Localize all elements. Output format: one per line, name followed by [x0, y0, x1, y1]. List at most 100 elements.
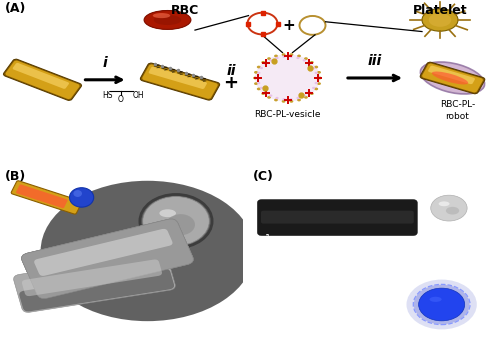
- Circle shape: [418, 288, 465, 321]
- Circle shape: [267, 96, 271, 99]
- Circle shape: [312, 67, 315, 69]
- Circle shape: [310, 61, 314, 64]
- Circle shape: [255, 54, 320, 101]
- Text: RBC: RBC: [171, 4, 199, 17]
- Text: RBC-PL-
robot: RBC-PL- robot: [440, 100, 475, 120]
- Circle shape: [262, 61, 265, 64]
- Circle shape: [314, 87, 318, 90]
- FancyBboxPatch shape: [6, 60, 80, 99]
- Circle shape: [267, 57, 271, 60]
- Circle shape: [258, 72, 260, 74]
- Circle shape: [260, 67, 263, 69]
- FancyBboxPatch shape: [142, 64, 218, 99]
- Circle shape: [282, 55, 286, 58]
- Circle shape: [318, 77, 322, 79]
- FancyBboxPatch shape: [148, 67, 207, 89]
- FancyBboxPatch shape: [261, 211, 414, 224]
- FancyBboxPatch shape: [19, 269, 174, 311]
- Ellipse shape: [430, 297, 442, 302]
- Circle shape: [314, 72, 318, 74]
- Text: 1 μm: 1 μm: [264, 234, 289, 244]
- FancyBboxPatch shape: [428, 66, 475, 84]
- Circle shape: [70, 188, 94, 207]
- Circle shape: [262, 92, 265, 95]
- FancyBboxPatch shape: [22, 219, 194, 299]
- Circle shape: [282, 100, 286, 103]
- Circle shape: [253, 77, 257, 79]
- Circle shape: [430, 195, 467, 221]
- Circle shape: [254, 82, 258, 85]
- Circle shape: [257, 66, 260, 68]
- Text: +: +: [282, 18, 296, 33]
- Text: Platelet: Platelet: [412, 4, 468, 17]
- Text: +: +: [224, 74, 238, 92]
- Ellipse shape: [166, 214, 195, 235]
- Ellipse shape: [429, 13, 452, 27]
- Circle shape: [290, 100, 294, 103]
- Text: OH: OH: [132, 91, 144, 100]
- FancyBboxPatch shape: [34, 229, 172, 276]
- Circle shape: [304, 96, 308, 99]
- Ellipse shape: [423, 64, 482, 92]
- Circle shape: [257, 87, 260, 90]
- Circle shape: [282, 53, 286, 56]
- Ellipse shape: [40, 181, 254, 321]
- Circle shape: [254, 71, 258, 74]
- Circle shape: [414, 285, 470, 324]
- Ellipse shape: [154, 15, 181, 25]
- Ellipse shape: [145, 11, 190, 29]
- Ellipse shape: [420, 62, 484, 94]
- Text: (A): (A): [5, 2, 26, 15]
- Ellipse shape: [160, 209, 176, 217]
- Ellipse shape: [144, 11, 191, 29]
- FancyBboxPatch shape: [16, 184, 68, 208]
- Circle shape: [302, 94, 306, 97]
- Text: (B): (B): [5, 170, 26, 183]
- Circle shape: [290, 55, 292, 58]
- FancyBboxPatch shape: [12, 63, 69, 89]
- Circle shape: [276, 97, 278, 99]
- Circle shape: [264, 91, 267, 93]
- Circle shape: [317, 82, 321, 85]
- Circle shape: [296, 57, 300, 59]
- Circle shape: [282, 98, 286, 100]
- Text: (C): (C): [252, 170, 274, 183]
- Circle shape: [269, 59, 272, 61]
- Circle shape: [314, 82, 318, 84]
- Circle shape: [269, 94, 272, 97]
- Text: O: O: [118, 95, 124, 104]
- Circle shape: [314, 66, 318, 68]
- Circle shape: [256, 77, 260, 79]
- Circle shape: [308, 91, 311, 93]
- Circle shape: [276, 57, 278, 59]
- Circle shape: [258, 82, 260, 84]
- Circle shape: [302, 59, 306, 61]
- Circle shape: [143, 197, 209, 246]
- FancyBboxPatch shape: [420, 62, 485, 94]
- Text: ii: ii: [226, 64, 236, 78]
- Ellipse shape: [432, 72, 468, 85]
- FancyBboxPatch shape: [11, 181, 82, 214]
- FancyBboxPatch shape: [422, 64, 483, 92]
- Circle shape: [290, 98, 292, 100]
- Ellipse shape: [422, 9, 458, 31]
- Circle shape: [312, 87, 315, 89]
- Circle shape: [406, 279, 477, 330]
- Text: HS: HS: [102, 91, 113, 100]
- Ellipse shape: [438, 201, 450, 206]
- Ellipse shape: [153, 13, 170, 18]
- Circle shape: [264, 62, 267, 65]
- Circle shape: [74, 190, 82, 197]
- Circle shape: [274, 99, 278, 101]
- Text: i: i: [102, 56, 108, 69]
- Text: iii: iii: [368, 54, 382, 68]
- Circle shape: [260, 87, 263, 89]
- FancyBboxPatch shape: [140, 63, 220, 100]
- FancyBboxPatch shape: [258, 199, 418, 236]
- FancyBboxPatch shape: [14, 252, 175, 312]
- Circle shape: [297, 54, 301, 57]
- Ellipse shape: [446, 207, 459, 214]
- Circle shape: [310, 92, 314, 95]
- Circle shape: [296, 97, 300, 99]
- FancyBboxPatch shape: [4, 59, 82, 100]
